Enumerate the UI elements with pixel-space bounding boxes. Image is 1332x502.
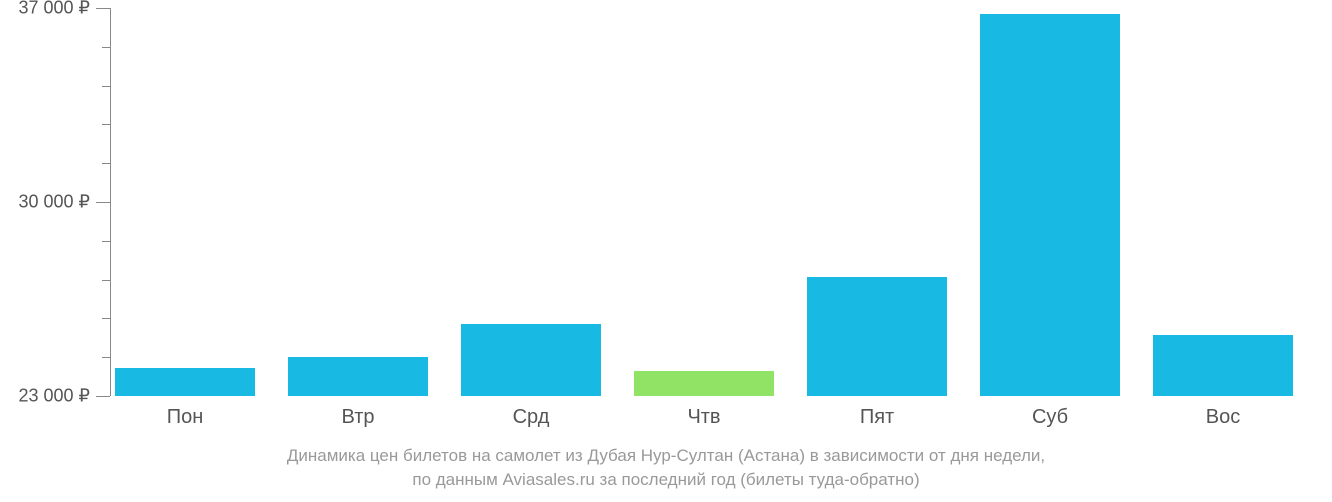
x-label-Чтв: Чтв <box>687 406 720 429</box>
y-axis-label: 30 000 ₽ <box>0 192 90 213</box>
bar-Срд <box>461 324 601 396</box>
plot-area <box>110 8 1320 396</box>
y-tick-minor <box>102 124 110 125</box>
y-tick-major <box>96 396 110 397</box>
bar-Втр <box>288 357 428 396</box>
y-tick-major <box>96 8 110 9</box>
x-label-Втр: Втр <box>342 406 375 429</box>
bar-Пон <box>115 368 255 396</box>
caption-line-2: по данным Aviasales.ru за последний год … <box>0 468 1332 492</box>
caption-line-1: Динамика цен билетов на самолет из Дубая… <box>0 444 1332 468</box>
y-tick-minor <box>102 86 110 87</box>
bar-Чтв <box>634 371 774 396</box>
bar-Пят <box>807 277 947 396</box>
y-tick-minor <box>102 241 110 242</box>
y-axis-label: 37 000 ₽ <box>0 0 90 19</box>
y-tick-minor <box>102 280 110 281</box>
bar-Вос <box>1153 335 1293 396</box>
price-by-weekday-chart: 23 000 ₽ 30 000 ₽ 37 000 ₽ Пон Втр Срд Чтв Пят… <box>0 0 1332 502</box>
y-tick-minor <box>102 47 110 48</box>
y-tick-minor <box>102 163 110 164</box>
x-label-Срд: Срд <box>513 406 550 429</box>
y-tick-major <box>96 202 110 203</box>
x-label-Суб: Суб <box>1032 406 1068 429</box>
bar-Суб <box>980 14 1120 396</box>
y-tick-minor <box>102 357 110 358</box>
x-label-Вос: Вос <box>1206 406 1240 429</box>
y-axis-label: 23 000 ₽ <box>0 386 90 407</box>
x-label-Пят: Пят <box>860 406 894 429</box>
y-tick-minor <box>102 318 110 319</box>
x-label-Пон: Пон <box>167 406 204 429</box>
